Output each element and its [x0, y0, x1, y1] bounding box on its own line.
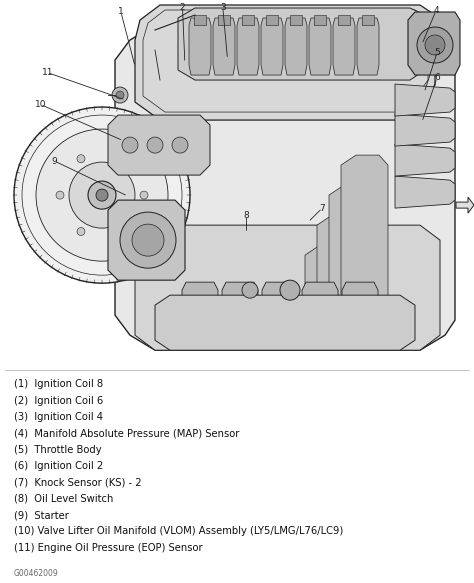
Polygon shape — [309, 18, 331, 75]
Text: 8: 8 — [244, 211, 249, 220]
Polygon shape — [395, 114, 455, 146]
Polygon shape — [261, 18, 283, 75]
Circle shape — [56, 191, 64, 199]
Polygon shape — [341, 155, 388, 320]
Circle shape — [96, 189, 108, 201]
Polygon shape — [395, 144, 455, 176]
Polygon shape — [456, 197, 474, 213]
Polygon shape — [395, 176, 455, 208]
Text: (6)  Ignition Coil 2: (6) Ignition Coil 2 — [14, 461, 103, 471]
Polygon shape — [266, 15, 278, 25]
Polygon shape — [408, 12, 460, 75]
Text: 10: 10 — [35, 100, 46, 109]
Circle shape — [147, 137, 163, 153]
Polygon shape — [285, 18, 307, 75]
Circle shape — [112, 87, 128, 103]
Polygon shape — [338, 15, 350, 25]
Text: 1: 1 — [118, 8, 124, 16]
Text: 3: 3 — [220, 3, 226, 12]
Text: G00462009: G00462009 — [14, 569, 59, 578]
Text: (1)  Ignition Coil 8: (1) Ignition Coil 8 — [14, 380, 103, 389]
Circle shape — [122, 137, 138, 153]
Text: 7: 7 — [319, 203, 325, 213]
Text: (10) Valve Lifter Oil Manifold (VLOM) Assembly (LY5/LMG/L76/LC9): (10) Valve Lifter Oil Manifold (VLOM) As… — [14, 526, 343, 536]
Text: 11: 11 — [42, 68, 53, 77]
Circle shape — [132, 224, 164, 256]
Circle shape — [88, 181, 116, 209]
Circle shape — [77, 154, 85, 163]
Circle shape — [425, 35, 445, 55]
Circle shape — [140, 191, 148, 199]
Polygon shape — [262, 282, 298, 350]
Polygon shape — [242, 15, 254, 25]
Polygon shape — [329, 185, 382, 320]
Polygon shape — [108, 200, 185, 280]
Circle shape — [36, 129, 168, 261]
Polygon shape — [333, 18, 355, 75]
Circle shape — [280, 280, 300, 300]
Polygon shape — [222, 282, 258, 350]
Text: (9)  Starter: (9) Starter — [14, 510, 69, 520]
Circle shape — [120, 212, 176, 268]
Polygon shape — [178, 8, 425, 80]
Polygon shape — [317, 215, 376, 320]
Polygon shape — [342, 282, 378, 350]
Text: (4)  Manifold Absolute Pressure (MAP) Sensor: (4) Manifold Absolute Pressure (MAP) Sen… — [14, 429, 239, 438]
Polygon shape — [194, 15, 206, 25]
Polygon shape — [290, 15, 302, 25]
Polygon shape — [108, 115, 210, 175]
Text: (3)  Ignition Coil 4: (3) Ignition Coil 4 — [14, 412, 103, 422]
Circle shape — [119, 227, 127, 236]
Polygon shape — [237, 18, 259, 75]
Text: (5)  Throttle Body: (5) Throttle Body — [14, 445, 101, 455]
Polygon shape — [395, 84, 455, 116]
Polygon shape — [155, 295, 415, 350]
Text: (8)  Oil Level Switch: (8) Oil Level Switch — [14, 494, 113, 504]
Text: (7)  Knock Sensor (KS) - 2: (7) Knock Sensor (KS) - 2 — [14, 477, 142, 487]
Text: (2)  Ignition Coil 6: (2) Ignition Coil 6 — [14, 396, 103, 406]
Polygon shape — [135, 225, 440, 350]
Polygon shape — [305, 245, 370, 320]
Polygon shape — [213, 18, 235, 75]
Polygon shape — [302, 282, 338, 350]
Polygon shape — [95, 25, 455, 350]
Circle shape — [172, 137, 188, 153]
Circle shape — [119, 154, 127, 163]
Polygon shape — [218, 15, 230, 25]
Circle shape — [14, 107, 190, 283]
Text: 2: 2 — [180, 3, 185, 12]
Circle shape — [417, 27, 453, 63]
Polygon shape — [362, 15, 374, 25]
Circle shape — [69, 162, 135, 228]
Polygon shape — [182, 282, 218, 350]
Text: 4: 4 — [433, 6, 439, 15]
Polygon shape — [314, 15, 326, 25]
Polygon shape — [357, 18, 379, 75]
Text: 5: 5 — [434, 48, 440, 57]
Polygon shape — [135, 5, 435, 120]
Circle shape — [77, 227, 85, 236]
Circle shape — [116, 91, 124, 99]
Text: 6: 6 — [434, 73, 440, 82]
Text: (11) Engine Oil Pressure (EOP) Sensor: (11) Engine Oil Pressure (EOP) Sensor — [14, 543, 203, 553]
Text: 9: 9 — [52, 157, 57, 166]
Circle shape — [242, 282, 258, 298]
Polygon shape — [189, 18, 211, 75]
